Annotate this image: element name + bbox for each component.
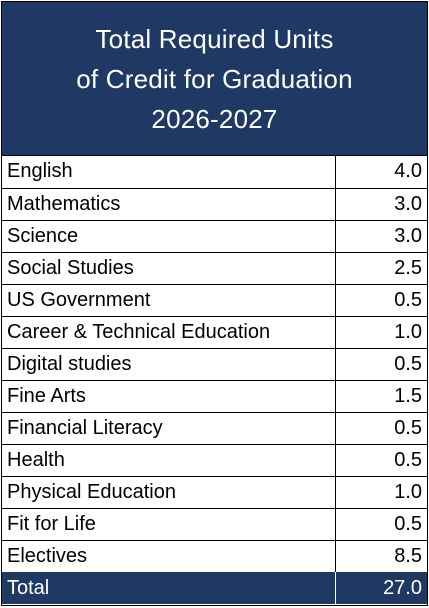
units-cell: 2.5 [335, 252, 427, 285]
subject-cell: Social Studies [2, 252, 336, 285]
units-cell: 8.5 [394, 544, 422, 567]
units-cell: 1.5 [335, 380, 427, 413]
table-row: Fine Arts 1.5 [2, 380, 427, 413]
subject-cell: Financial Literacy [2, 412, 336, 445]
table-row: Physical Education 1.0 [2, 476, 427, 509]
table-header: Total Required Units of Credit for Gradu… [2, 2, 427, 156]
table-row: Social Studies 2.5 [2, 252, 427, 285]
credits-table: English 4.0 Mathematics 3.0 Science 3.0 … [2, 156, 427, 604]
total-label: Total [2, 572, 336, 604]
header-year: 2026-2027 [151, 103, 278, 134]
units-cell: 3.0 [335, 220, 427, 253]
subject-cell: English [2, 156, 336, 189]
table-row: Fit for Life 0.5 [2, 508, 427, 541]
units-cell: 4.0 [335, 156, 427, 189]
subject-cell: US Government [2, 284, 336, 317]
units-cell: 0.5 [335, 284, 427, 317]
total-row: Total 27.0 [2, 572, 427, 604]
table-row: Digital studies 0.5 [2, 348, 427, 381]
table-row: Science 3.0 [2, 220, 427, 253]
subject-cell: Electives [2, 540, 336, 572]
total-units: 27.0 [335, 572, 427, 604]
table-row: US Government 0.5 [2, 284, 427, 317]
subject-cell: Career & Technical Education [2, 316, 336, 349]
table-row: Financial Literacy 0.5 [2, 412, 427, 445]
table-row: Career & Technical Education 1.0 [2, 316, 427, 349]
units-cell: 0.5 [335, 508, 427, 541]
units-cell: 0.5 [335, 444, 427, 477]
subject-cell: Physical Education [2, 476, 336, 509]
subject-cell: Health [2, 444, 336, 477]
units-cell: 0.5 [335, 412, 427, 445]
units-cell: 1.0 [335, 316, 427, 349]
table-row: Electives 8.5 [2, 540, 427, 572]
units-cell: 0.5 [335, 348, 427, 381]
table-row: English 4.0 [2, 156, 427, 189]
header-title-line-2: of Credit for Graduation [76, 63, 353, 94]
units-cell: 1.0 [335, 476, 427, 509]
table-row: Mathematics 3.0 [2, 188, 427, 221]
subject-cell: Mathematics [2, 188, 336, 221]
header-title-line-1: Total Required Units [95, 23, 334, 54]
subject-cell: Digital studies [2, 348, 336, 381]
subject-cell: Fine Arts [2, 380, 336, 413]
subject-cell: Science [2, 220, 336, 253]
subject-cell: Fit for Life [2, 508, 336, 541]
units-cell: 3.0 [335, 188, 427, 221]
table-row: Health 0.5 [2, 444, 427, 477]
